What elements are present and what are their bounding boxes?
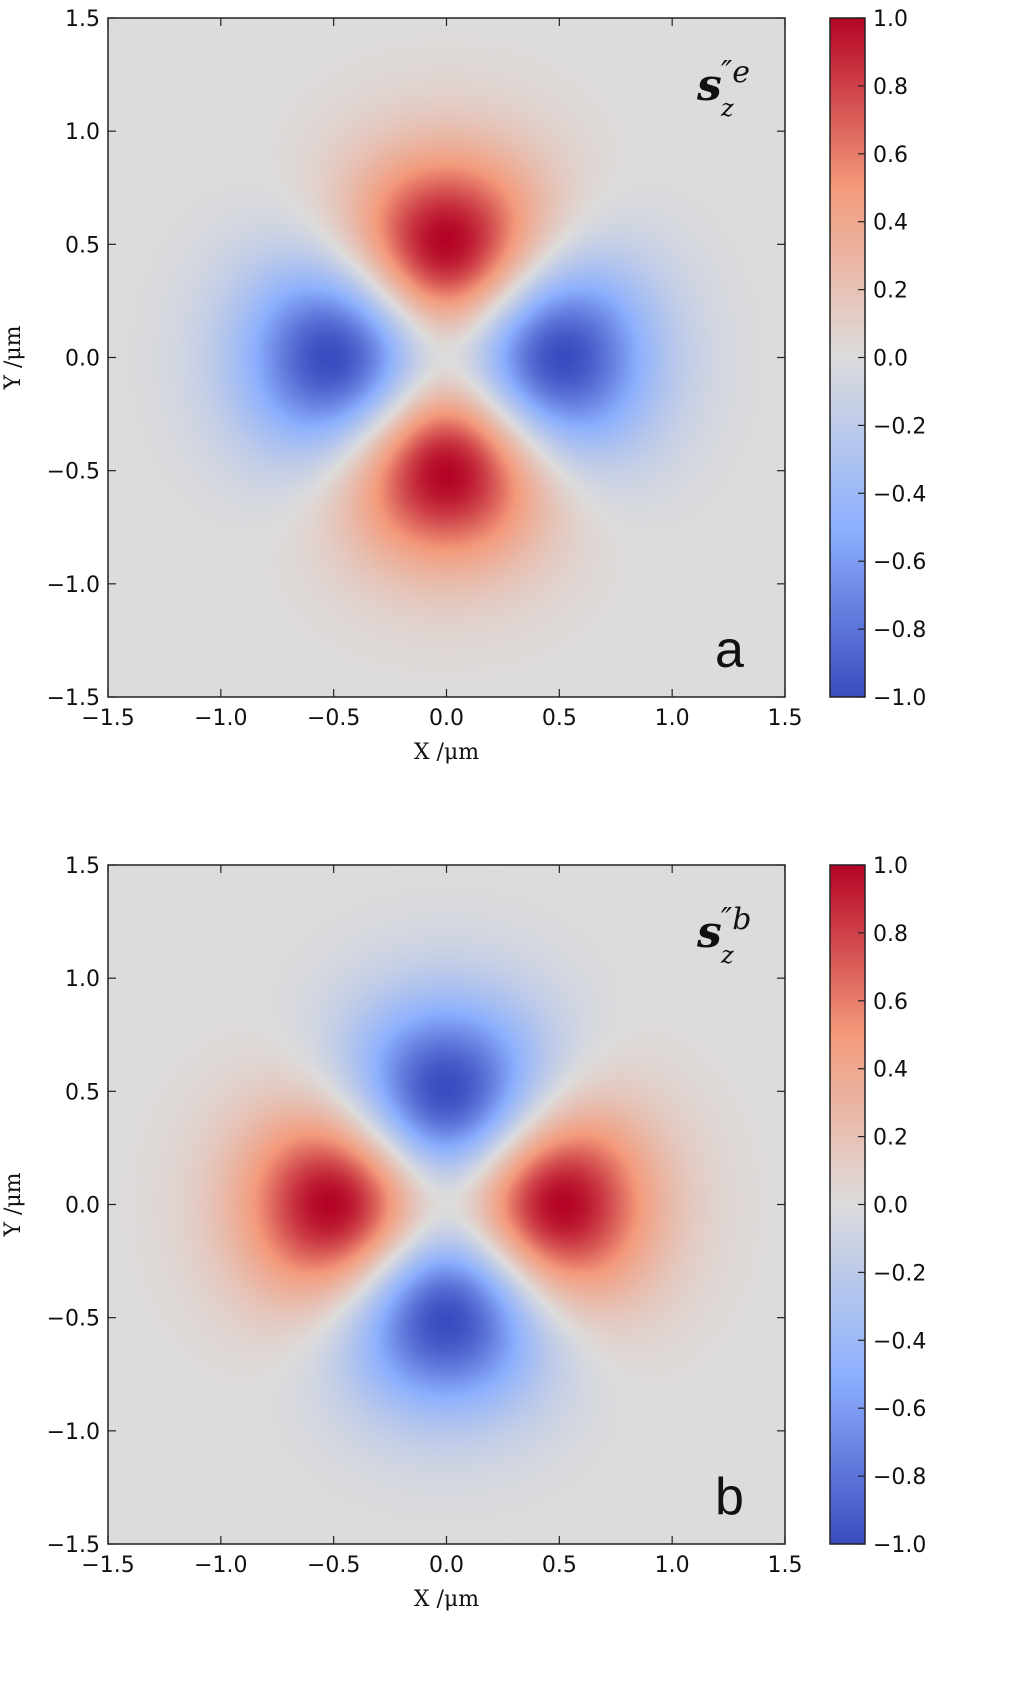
x-tick-label-b: −0.5 — [307, 1553, 360, 1578]
colorbar-tick-label-a: 0.4 — [873, 211, 908, 236]
x-tick-label-a: 0.5 — [542, 706, 577, 731]
annotation-superscript-a: ″e — [721, 55, 750, 90]
panel-letter-b: b — [715, 1468, 744, 1526]
y-axis-label-a: Y /μm — [1, 325, 26, 390]
chart-svg-a: −1.5 −1.0 −0.5 0.0 0.5 1.0 1.5 −1.5 −1.0 −0.5 0.0 0… — [1, 7, 926, 765]
x-tick-label-a: 0.0 — [429, 706, 464, 731]
colorbar-tick-label-a: −1.0 — [873, 686, 926, 711]
panel-letter-a: a — [715, 621, 744, 679]
y-tick-label-a: −0.5 — [47, 460, 100, 485]
colorbar-tick-label-a: 0.6 — [873, 143, 908, 168]
annotation-symbol-b: s — [696, 907, 722, 958]
colorbar-tick-label-a: −0.2 — [873, 414, 926, 439]
colorbar-tick-label-a: 1.0 — [873, 7, 908, 32]
annotation-superscript-b: ″b — [721, 902, 751, 937]
y-tick-label-a: 0.0 — [65, 347, 100, 372]
y-tick-label-b: 0.5 — [65, 1080, 100, 1105]
x-tick-label-b: −1.0 — [194, 1553, 247, 1578]
x-axis-label-a: X /μm — [414, 740, 479, 765]
x-tick-label-a: 1.5 — [768, 706, 803, 731]
colorbar-tick-label-a: −0.6 — [873, 550, 926, 575]
colorbar-tick-label-a: −0.4 — [873, 482, 926, 507]
x-tick-label-b: 0.0 — [429, 1553, 464, 1578]
annotation-subscript-b: z — [720, 941, 734, 969]
y-tick-label-b: −0.5 — [47, 1307, 100, 1332]
colorbar-tick-label-b: 0.8 — [873, 922, 908, 947]
chart-svg-b: −1.5 −1.0 −0.5 0.0 0.5 1.0 1.5 −1.5 −1.0 −0.5 0.0 0… — [1, 854, 926, 1612]
annotation-symbol-a: s — [696, 60, 722, 111]
colorbar-tick-label-b: 0.0 — [873, 1194, 908, 1219]
chart-panel-b: −1.5 −1.0 −0.5 0.0 0.5 1.0 1.5 −1.5 −1.0 −0.5 0.0 0… — [0, 847, 1025, 1694]
colorbar-tick-label-b: −0.6 — [873, 1397, 926, 1422]
y-tick-label-a: 0.5 — [65, 233, 100, 258]
x-tick-label-a: −0.5 — [307, 706, 360, 731]
colorbar-tick-label-b: −0.4 — [873, 1329, 926, 1354]
colorbar-tick-label-a: 0.8 — [873, 75, 908, 100]
y-tick-label-a: −1.0 — [47, 573, 100, 598]
y-tick-label-b: 1.0 — [65, 967, 100, 992]
colorbar-tick-label-a: 0.2 — [873, 279, 908, 304]
x-tick-label-b: 0.5 — [542, 1553, 577, 1578]
colorbar-tick-label-b: 0.4 — [873, 1058, 908, 1083]
x-tick-label-a: 1.0 — [655, 706, 690, 731]
colorbar-tick-label-b: −0.2 — [873, 1261, 926, 1286]
colorbar-tick-label-b: 1.0 — [873, 854, 908, 879]
heatmap-image-b — [108, 865, 785, 1544]
y-tick-label-a: 1.5 — [65, 7, 100, 32]
chart-panel-a: −1.5 −1.0 −0.5 0.0 0.5 1.0 1.5 −1.5 −1.0 −0.5 0.0 0… — [1, 7, 926, 765]
y-tick-label-a: −1.5 — [47, 686, 100, 711]
x-tick-label-a: −1.0 — [194, 706, 247, 731]
heatmap-image-a — [108, 18, 785, 697]
colorbar-tick-label-b: 0.2 — [873, 1126, 908, 1151]
y-tick-label-b: 1.5 — [65, 854, 100, 879]
colorbar-tick-label-b: −0.8 — [873, 1465, 926, 1490]
x-tick-label-b: 1.0 — [655, 1553, 690, 1578]
colorbar-tick-label-a: −0.8 — [873, 618, 926, 643]
y-axis-label-b: Y /μm — [1, 1172, 26, 1237]
colorbar-tick-label-a: 0.0 — [873, 347, 908, 372]
x-tick-label-b: −1.5 — [81, 1553, 134, 1578]
y-tick-label-b: −1.0 — [47, 1420, 100, 1445]
colorbar-tick-label-b: 0.6 — [873, 990, 908, 1015]
x-axis-label-b: X /μm — [414, 1587, 479, 1612]
colorbar-tick-label-b: −1.0 — [873, 1533, 926, 1558]
y-tick-label-b: −1.5 — [47, 1533, 100, 1558]
x-tick-label-a: −1.5 — [81, 706, 134, 731]
y-tick-label-a: 1.0 — [65, 120, 100, 145]
y-tick-label-b: 0.0 — [65, 1194, 100, 1219]
annotation-subscript-a: z — [720, 94, 734, 122]
x-tick-label-b: 1.5 — [768, 1553, 803, 1578]
